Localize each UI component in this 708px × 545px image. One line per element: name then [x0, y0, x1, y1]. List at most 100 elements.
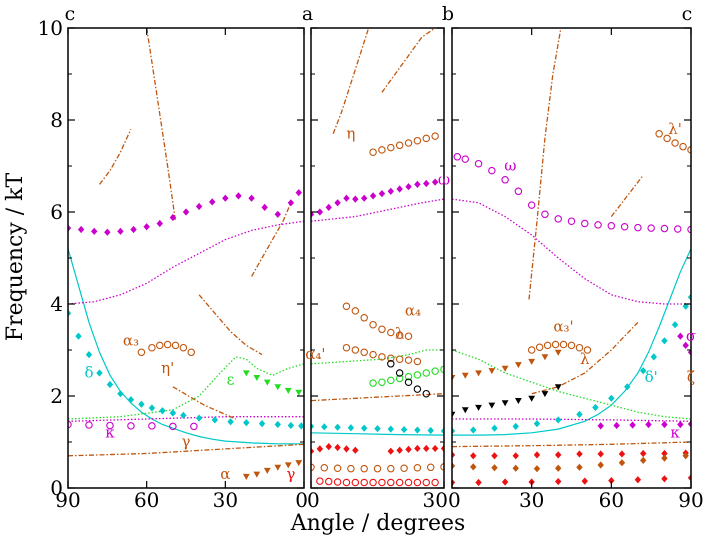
branch-label: λ	[580, 350, 590, 368]
point-epsilon-ca	[242, 370, 250, 377]
point-lambda-bc	[514, 362, 522, 369]
point-alpha3-ca	[171, 341, 180, 350]
point-omega-ab	[352, 195, 359, 203]
curve-cyan-curve-ca	[68, 248, 304, 445]
point-red-bc	[576, 450, 583, 458]
point-kappa-bc	[645, 420, 652, 429]
point-omega-bc	[501, 176, 509, 184]
point-alpha4-ab	[351, 307, 360, 315]
y-tick-label: 2	[50, 384, 63, 408]
point-red-bc-2	[501, 478, 509, 486]
point-brown-bc-low	[512, 464, 519, 472]
point-alpha3-ca	[163, 340, 172, 349]
panel-frame-a-b	[310, 27, 445, 489]
series-black-ab	[387, 360, 431, 398]
point-omega-bc	[647, 224, 655, 232]
point-lambda-prime-bc	[679, 142, 687, 151]
point-red-ab-3	[333, 478, 342, 486]
point-red-ab-1	[311, 447, 315, 455]
point-black-bc	[501, 400, 509, 407]
point-eta-ab	[413, 136, 422, 145]
point-red-bc	[470, 452, 477, 460]
point-alpha4-prime-ab	[351, 346, 360, 354]
point-red-ab-3	[324, 477, 333, 486]
point-red-bc-2	[581, 477, 588, 485]
curve-magenta-flat-ca	[68, 416, 304, 422]
point-omega-ca	[287, 199, 295, 207]
point-eta-ab	[395, 141, 404, 150]
point-lambda-prime-bc	[655, 130, 663, 138]
point-eta-ab	[431, 132, 439, 140]
panel-end-label: a	[302, 3, 313, 25]
point-brown-bc-low	[470, 463, 477, 471]
point-alpha-ca	[263, 467, 271, 474]
point-eta-ab	[387, 143, 395, 152]
point-alpha4-ab	[395, 331, 404, 340]
point-kappa-ca	[148, 422, 156, 430]
series-alpha3-prime-bc	[527, 340, 592, 354]
point-black-bc	[528, 395, 536, 402]
point-red-ab-3	[369, 478, 377, 487]
curve-brown-bc-3	[610, 174, 644, 217]
curve-brown-ab-2	[332, 28, 370, 135]
point-black-bc	[452, 411, 456, 418]
point-red-bc	[555, 451, 562, 459]
y-tick-label: 8	[50, 108, 63, 132]
point-kappa-ca	[127, 422, 135, 430]
point-alpha3-prime-bc	[543, 341, 552, 350]
point-delta-bc	[533, 420, 541, 428]
point-delta-ca	[117, 390, 124, 398]
x-axis-title: Angle / degrees	[290, 511, 466, 536]
branch-label: α₄	[405, 302, 421, 320]
series-alpha4-prime-ab	[342, 343, 422, 366]
panel-frame-c-a	[67, 27, 305, 489]
point-black-ab	[413, 385, 422, 393]
point-brown-ab-low	[426, 463, 435, 472]
point-omega-ab	[414, 180, 421, 188]
point-alpha3-prime-bc	[559, 340, 568, 349]
branch-label: α	[220, 465, 230, 483]
point-red-bc	[491, 452, 498, 460]
point-delta-ca	[127, 396, 135, 404]
point-red-bc	[661, 449, 668, 458]
point-alpha3-prime-bc	[535, 343, 544, 351]
series-alpha3-ca	[137, 340, 195, 357]
point-brown-bc-low	[533, 465, 541, 473]
branch-label: γ	[286, 465, 295, 483]
point-red-bc-2	[608, 477, 615, 485]
series-red-ab-1	[311, 443, 359, 455]
point-epsilon-ca	[284, 387, 292, 394]
point-red-ab-1	[334, 443, 341, 452]
panel-start-label: c	[65, 3, 76, 25]
point-epsilon-ab	[387, 376, 395, 385]
point-delta-ca	[274, 420, 281, 429]
point-red-ab-3	[316, 477, 324, 485]
y-tick-label: 6	[50, 200, 63, 224]
point-red-ab-3	[404, 478, 413, 487]
point-brown-ab-low	[400, 464, 408, 472]
x-tick-label: 60	[599, 488, 624, 512]
point-omega-bc	[634, 223, 642, 232]
point-delta-bc	[624, 383, 631, 391]
series-alpha4-ab	[342, 302, 413, 340]
point-omega-ca	[143, 223, 150, 231]
point-omega-ca	[68, 224, 72, 232]
series-brown-ab-low	[311, 463, 444, 473]
point-delta-ca	[211, 416, 219, 424]
point-delta-ca	[106, 380, 114, 389]
point-omega-ab	[343, 194, 350, 202]
branch-label: σ	[686, 327, 696, 345]
point-alpha3-prime-bc	[583, 346, 592, 354]
point-omega-ca	[274, 210, 281, 218]
point-red-ab-1	[325, 443, 332, 451]
point-delta-ca	[227, 418, 234, 426]
point-delta-ca	[258, 420, 266, 428]
point-omega-ca	[182, 208, 190, 216]
point-black-ab	[387, 360, 395, 368]
x-tick-label: 0	[448, 488, 461, 512]
point-lambda-bc	[452, 375, 456, 381]
point-omega-bc	[581, 219, 589, 228]
point-omega-bc	[660, 224, 669, 233]
point-alpha-ca	[242, 473, 250, 480]
